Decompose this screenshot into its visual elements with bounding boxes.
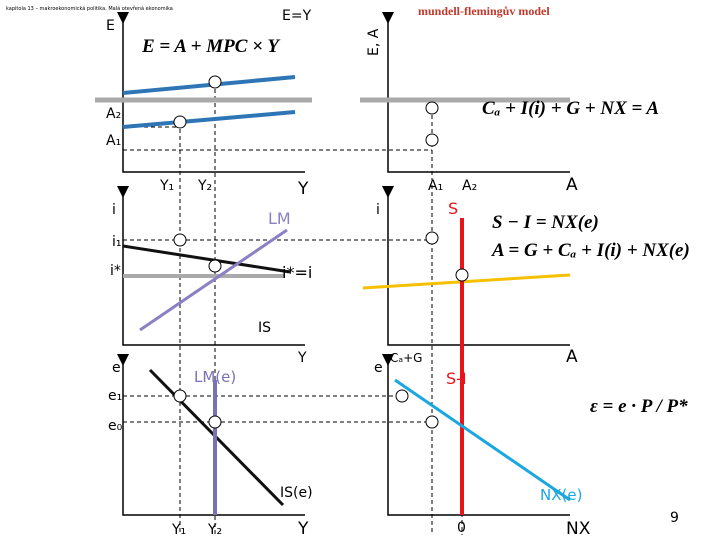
curves <box>95 75 571 515</box>
caption: kapitola 13 – makroekonomická politika. … <box>6 5 173 12</box>
formula: E = A + MPC × Y <box>141 36 281 57</box>
labels: E E=Y E = A + MPC × Y A₂ A₁ Y₁ Y₂ Y E, A… <box>106 8 690 539</box>
formula: A = G + Cₐ + I(i) + NX(e) <box>491 240 690 261</box>
label: IS(e) <box>280 485 313 501</box>
label: i <box>112 202 116 218</box>
label: S <box>448 199 458 218</box>
label: Y₂ <box>207 522 222 538</box>
label: Cₐ+G <box>390 351 422 365</box>
label: i*=i <box>282 263 312 282</box>
label: A₁ <box>106 133 121 149</box>
formula: S − I = NX(e) <box>492 212 599 233</box>
label: E, A <box>366 28 382 56</box>
label: 0 <box>457 520 466 536</box>
label: Y₂ <box>197 178 212 194</box>
label: A₂ <box>106 106 121 122</box>
label: e₀ <box>108 418 123 434</box>
label: A₂ <box>462 178 477 194</box>
label: e <box>112 360 121 376</box>
label: A <box>566 347 578 367</box>
label: Y₁ <box>171 522 186 538</box>
label: e₁ <box>108 388 122 404</box>
label: i* <box>110 263 121 279</box>
label: E=Y <box>282 8 312 24</box>
label: Y <box>297 350 307 366</box>
label: LM <box>268 209 291 228</box>
label: NX <box>566 519 591 539</box>
axes <box>117 12 570 516</box>
formula: ε = e · P / P* <box>590 396 688 417</box>
label: e <box>374 360 383 376</box>
label: Y₁ <box>159 178 174 194</box>
page-number: 9 <box>670 510 679 526</box>
label: S-I <box>446 369 467 388</box>
label: Y <box>297 519 309 539</box>
label: A <box>566 175 578 195</box>
formula: Cₐ + I(i) + G + NX = A <box>482 98 659 119</box>
label: LM(e) <box>194 368 236 386</box>
label: IS <box>258 320 271 336</box>
label: A₁ <box>428 178 443 194</box>
label: NX(e) <box>540 486 582 504</box>
label: Y <box>297 179 309 199</box>
label: i <box>376 202 380 218</box>
points <box>173 75 469 429</box>
title: mundell-flemingův model <box>418 4 550 18</box>
label: i₁ <box>112 234 122 250</box>
label: E <box>106 18 115 34</box>
dashed-guides <box>123 82 463 535</box>
